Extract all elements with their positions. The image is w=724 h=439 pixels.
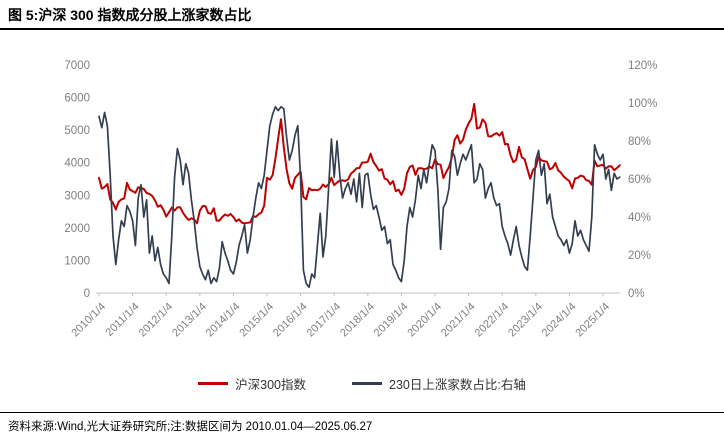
figure-title: 图 5:沪深 300 指数成分股上涨家数占比 bbox=[8, 7, 252, 23]
right-axis-tick-label: 100% bbox=[628, 98, 657, 110]
left-axis-tick-label: 0 bbox=[84, 288, 90, 300]
x-tick-label: 2019/1/4 bbox=[372, 301, 411, 340]
legend-label-ratio: 230日上涨家数占比:右轴 bbox=[389, 378, 526, 392]
left-axis-tick-label: 1000 bbox=[64, 255, 90, 267]
x-tick-label: 2020/1/4 bbox=[405, 301, 444, 340]
x-tick-label: 2012/1/4 bbox=[137, 301, 176, 340]
left-axis-tick-label: 7000 bbox=[64, 60, 90, 72]
left-axis-tick-label: 3000 bbox=[64, 190, 90, 202]
x-tick-label: 2017/1/4 bbox=[305, 301, 344, 340]
x-tick-label: 2015/1/4 bbox=[237, 301, 276, 340]
x-tick-label: 2014/1/4 bbox=[204, 301, 243, 340]
x-tick-label: 2013/1/4 bbox=[170, 301, 209, 340]
right-axis-tick-label: 80% bbox=[628, 136, 651, 148]
right-axis-tick-label: 0% bbox=[628, 288, 645, 300]
legend-line-red-icon bbox=[198, 382, 229, 385]
source-note-bar: 资料来源:Wind,光大证券研究所;注:数据区间为 2010.01.04—202… bbox=[0, 412, 724, 435]
left-axis-tick-label: 5000 bbox=[64, 125, 90, 137]
left-axis-tick-label: 4000 bbox=[64, 158, 90, 170]
legend-item-ratio: 230日上涨家数占比:右轴 bbox=[352, 374, 526, 393]
x-tick-label: 2021/1/4 bbox=[439, 301, 478, 340]
x-tick-label: 2022/1/4 bbox=[473, 301, 512, 340]
x-tick-label: 2011/1/4 bbox=[104, 301, 142, 339]
x-tick-label: 2016/1/4 bbox=[271, 301, 310, 340]
x-tick-label: 2010/1/4 bbox=[69, 301, 108, 340]
ratio-line bbox=[98, 105, 621, 289]
figure-title-bar: 图 5:沪深 300 指数成分股上涨家数占比 bbox=[0, 0, 724, 30]
legend-line-navy-icon bbox=[352, 382, 382, 385]
x-tick-label: 2024/1/4 bbox=[540, 301, 579, 340]
legend-item-csi300: 沪深300指数 bbox=[198, 374, 306, 393]
csi300-line bbox=[98, 102, 621, 225]
legend-label-csi300: 沪深300指数 bbox=[235, 378, 306, 392]
x-tick-label: 2018/1/4 bbox=[338, 301, 377, 340]
x-tick-label: 2025/1/4 bbox=[573, 301, 612, 340]
right-axis-tick-label: 20% bbox=[628, 250, 651, 262]
chart-canvas: 2010/1/42011/1/42012/1/42013/1/42014/1/4… bbox=[64, 60, 657, 340]
chart-area: 2010/1/4 2011/1/4 2012/1/4 2013/1/4 2014/1/4… bbox=[0, 42, 724, 377]
left-axis-tick-label: 2000 bbox=[64, 223, 90, 235]
x-tick-label: 2023/1/4 bbox=[506, 301, 545, 340]
right-axis-tick-label: 40% bbox=[628, 212, 651, 224]
source-note: 资料来源:Wind,光大证券研究所;注:数据区间为 2010.01.04—202… bbox=[8, 421, 373, 433]
left-axis-tick-label: 6000 bbox=[64, 93, 90, 105]
right-axis-tick-label: 120% bbox=[628, 60, 657, 72]
right-axis-tick-label: 60% bbox=[628, 174, 651, 186]
chart-legend: 沪深300指数 230日上涨家数占比:右轴 bbox=[0, 374, 724, 393]
